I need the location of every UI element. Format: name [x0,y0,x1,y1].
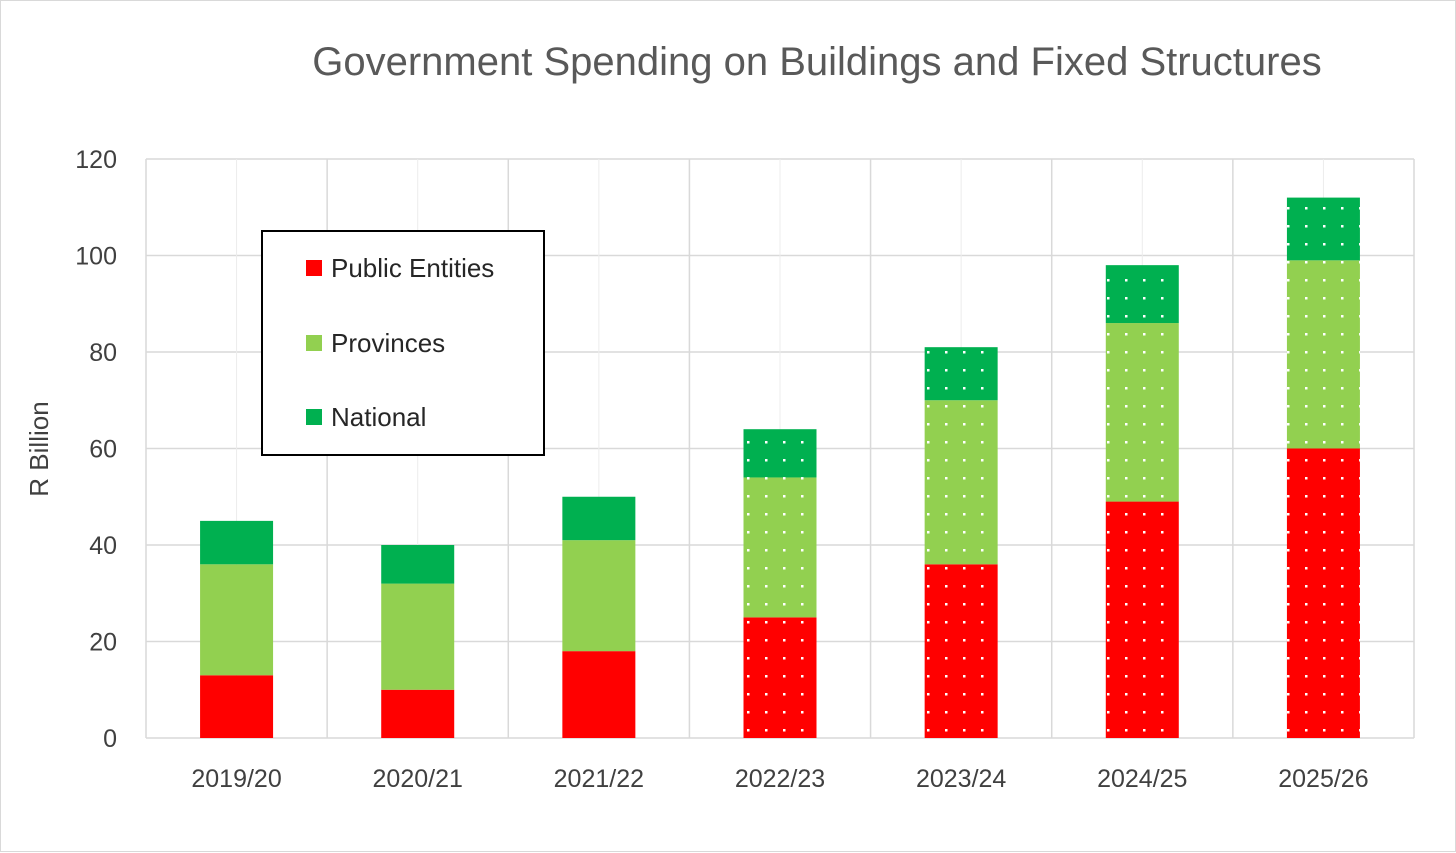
bar-national-2023-24-dots [924,347,998,401]
bar-public-entities-2019-20 [200,675,274,738]
bar-public-entities-2022-23-dots [743,617,817,738]
x-tick-label: 2019/20 [191,765,281,793]
y-tick-label: 20 [89,629,117,657]
y-tick-label: 120 [75,146,117,174]
y-tick-label: 100 [75,243,117,271]
bar-provinces-2019-20 [200,564,274,676]
bar-provinces-2022-23-dots [743,477,817,618]
y-tick-label: 60 [89,436,117,464]
legend: Public Entities Provinces National [261,230,545,456]
bar-national-2021-22 [562,496,636,541]
y-tick-label: 40 [89,532,117,560]
x-tick-label: 2025/26 [1278,765,1368,793]
y-tick-labels: 0 20 40 60 80 100 120 [75,146,117,753]
y-axis-title: R Billion [24,401,54,496]
bar-national-2022-23-dots [743,429,817,478]
x-tick-label: 2022/23 [735,765,825,793]
bar-national-2025-26-dots [1286,197,1360,261]
legend-label-provinces: Provinces [331,328,445,358]
x-tick-label: 2023/24 [916,765,1006,793]
bar-public-entities-2025-26-dots [1286,448,1360,738]
legend-swatch-provinces [306,335,322,351]
legend-swatch-public-entities [306,260,322,276]
bars-layer [200,197,1360,738]
chart-title: Government Spending on Buildings and Fix… [312,40,1321,84]
x-tick-label: 2020/21 [373,765,463,793]
legend-item-national: National [306,402,426,432]
bar-provinces-2024-25-dots [1105,323,1179,502]
legend-label-national: National [331,402,426,432]
x-tick-label: 2021/22 [554,765,644,793]
bar-public-entities-2024-25-dots [1105,501,1179,738]
bar-provinces-2021-22 [562,540,636,652]
bar-provinces-2023-24-dots [924,400,998,565]
bar-provinces-2025-26-dots [1286,260,1360,449]
bar-public-entities-2021-22 [562,651,636,738]
y-tick-label: 0 [103,725,117,753]
legend-item-public-entities: Public Entities [306,253,494,283]
legend-swatch-national [306,409,322,425]
legend-label-public-entities: Public Entities [331,253,494,283]
x-tick-labels: 2019/20 2020/21 2021/22 2022/23 2023/24 2024/… [191,765,1368,793]
bar-national-2024-25-dots [1105,265,1179,324]
bar-provinces-2020-21 [381,583,455,690]
y-tick-label: 80 [89,339,117,367]
legend-item-provinces: Provinces [306,328,445,358]
bar-national-2020-21 [381,545,455,584]
x-tick-label: 2024/25 [1097,765,1187,793]
bar-national-2019-20 [200,520,274,565]
bar-public-entities-2023-24-dots [924,564,998,738]
bar-public-entities-2020-21 [381,689,455,738]
